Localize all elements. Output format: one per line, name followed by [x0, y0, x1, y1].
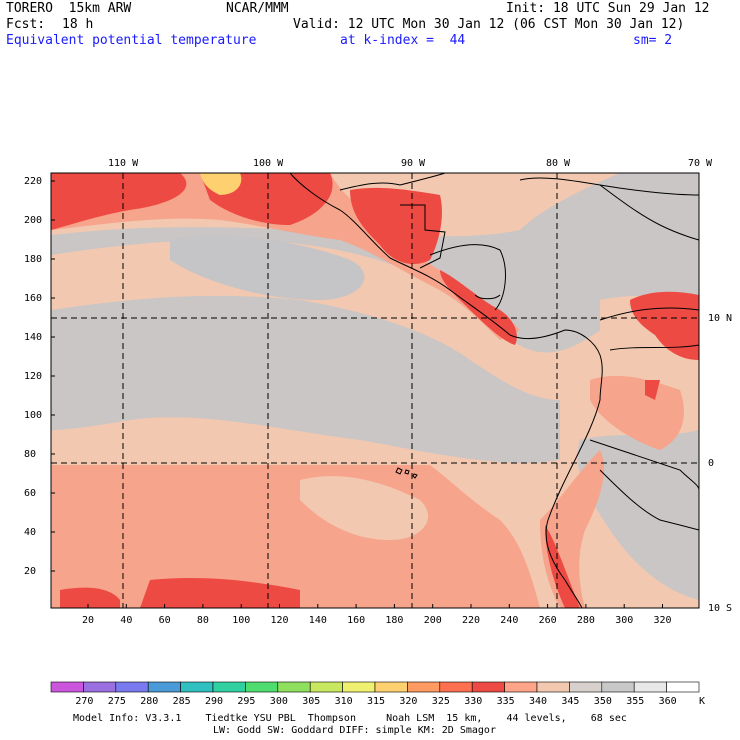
- org-label: NCAR/MMM: [226, 1, 289, 16]
- colorbar-label: 305: [302, 696, 321, 707]
- x-tick-label: 300: [615, 615, 634, 626]
- y-tick-label: 120: [24, 371, 43, 382]
- init-time: Init: 18 UTC Sun 29 Jan 12: [506, 1, 710, 16]
- model-info: Model Info: V3.3.1 Tiedtke YSU PBL Thomp…: [73, 713, 627, 724]
- colorbar-label: 335: [496, 696, 515, 707]
- colorbar-swatch: [569, 681, 603, 693]
- colorbar-unit: K: [699, 696, 706, 707]
- lon-label: 80 W: [546, 158, 571, 169]
- colorbar-swatch: [277, 681, 311, 693]
- colorbar-label: 345: [561, 696, 580, 707]
- colorbar-label: 350: [593, 696, 612, 707]
- lon-label: 100 W: [253, 158, 284, 169]
- y-tick-label: 160: [24, 293, 43, 304]
- graticule: [51, 173, 699, 608]
- x-tick-label: 260: [538, 615, 557, 626]
- colorbar: [50, 681, 700, 693]
- colorbar-swatch: [407, 681, 441, 693]
- colorbar-swatch: [601, 681, 635, 693]
- colorbar-swatch: [147, 681, 181, 693]
- colorbar-label: 320: [399, 696, 418, 707]
- x-tick-label: 280: [576, 615, 595, 626]
- colorbar-swatch: [439, 681, 473, 693]
- colorbar-label: 330: [464, 696, 483, 707]
- physics-info: LW: Godd SW: Goddard DIFF: simple KM: 2D…: [213, 725, 496, 736]
- colorbar-swatch: [115, 681, 149, 693]
- y-tick-label: 20: [24, 566, 37, 577]
- lon-label: 70 W: [688, 158, 713, 169]
- colorbar-label: 290: [205, 696, 224, 707]
- lon-label: 110 W: [108, 158, 139, 169]
- forecast-hour: 18 h: [62, 17, 94, 32]
- x-tick-label: 40: [120, 615, 133, 626]
- colorbar-swatch: [536, 681, 570, 693]
- colorbar-label: 270: [75, 696, 94, 707]
- colorbar-label: 360: [658, 696, 677, 707]
- x-tick-label: 140: [308, 615, 327, 626]
- forecast-label: Fcst:: [6, 17, 46, 32]
- colorbar-label: 325: [431, 696, 450, 707]
- colorbar-swatch: [342, 681, 376, 693]
- colorbar-swatch: [50, 681, 84, 693]
- colorbar-swatch: [83, 681, 117, 693]
- theta-e-field: [51, 173, 699, 608]
- colorbar-label: 280: [140, 696, 159, 707]
- colorbar-swatch: [471, 681, 505, 693]
- y-tick-label: 140: [24, 332, 43, 343]
- valid-time: Valid: 12 UTC Mon 30 Jan 12 (06 CST Mon …: [293, 17, 685, 32]
- y-tick-label: 220: [24, 176, 43, 187]
- lat-label: 10 N: [708, 313, 733, 324]
- colorbar-label: 285: [172, 696, 191, 707]
- coastlines: [289, 172, 700, 609]
- colorbar-swatch: [212, 681, 246, 693]
- lat-label: 0: [708, 458, 715, 469]
- y-tick-label: 40: [24, 527, 37, 538]
- x-tick-label: 20: [82, 615, 95, 626]
- colorbar-label: 315: [367, 696, 386, 707]
- level-label: at k-index = 44: [340, 33, 466, 48]
- x-tick-label: 120: [270, 615, 289, 626]
- colorbar-swatch: [309, 681, 343, 693]
- colorbar-swatch: [374, 681, 408, 693]
- y-tick-label: 60: [24, 488, 37, 499]
- colorbar-swatch: [180, 681, 214, 693]
- model-title: TORERO 15km ARW: [6, 1, 132, 16]
- x-tick-label: 60: [158, 615, 171, 626]
- axis-ticks: [51, 180, 663, 608]
- y-tick-label: 80: [24, 449, 37, 460]
- x-tick-label: 80: [196, 615, 209, 626]
- y-tick-label: 180: [24, 254, 43, 265]
- x-tick-label: 320: [653, 615, 672, 626]
- colorbar-label: 275: [107, 696, 126, 707]
- colorbar-swatch: [245, 681, 279, 693]
- smoothing-label: sm= 2: [633, 33, 673, 48]
- colorbar-swatch: [666, 681, 700, 693]
- colorbar-label: 340: [529, 696, 548, 707]
- lon-label: 90 W: [401, 158, 426, 169]
- x-tick-label: 100: [232, 615, 251, 626]
- x-tick-label: 220: [462, 615, 481, 626]
- x-tick-label: 200: [423, 615, 442, 626]
- y-tick-label: 200: [24, 215, 43, 226]
- colorbar-swatch: [633, 681, 667, 693]
- map-frame: [50, 172, 700, 609]
- colorbar-label: 355: [626, 696, 645, 707]
- lat-label: 10 S: [708, 603, 733, 614]
- colorbar-label: 300: [269, 696, 288, 707]
- colorbar-label: 295: [237, 696, 256, 707]
- y-tick-label: 100: [24, 410, 43, 421]
- x-tick-label: 180: [385, 615, 404, 626]
- colorbar-swatch: [504, 681, 538, 693]
- x-tick-label: 240: [500, 615, 519, 626]
- colorbar-label: 310: [334, 696, 353, 707]
- x-tick-label: 160: [347, 615, 366, 626]
- field-name: Equivalent potential temperature: [6, 33, 257, 48]
